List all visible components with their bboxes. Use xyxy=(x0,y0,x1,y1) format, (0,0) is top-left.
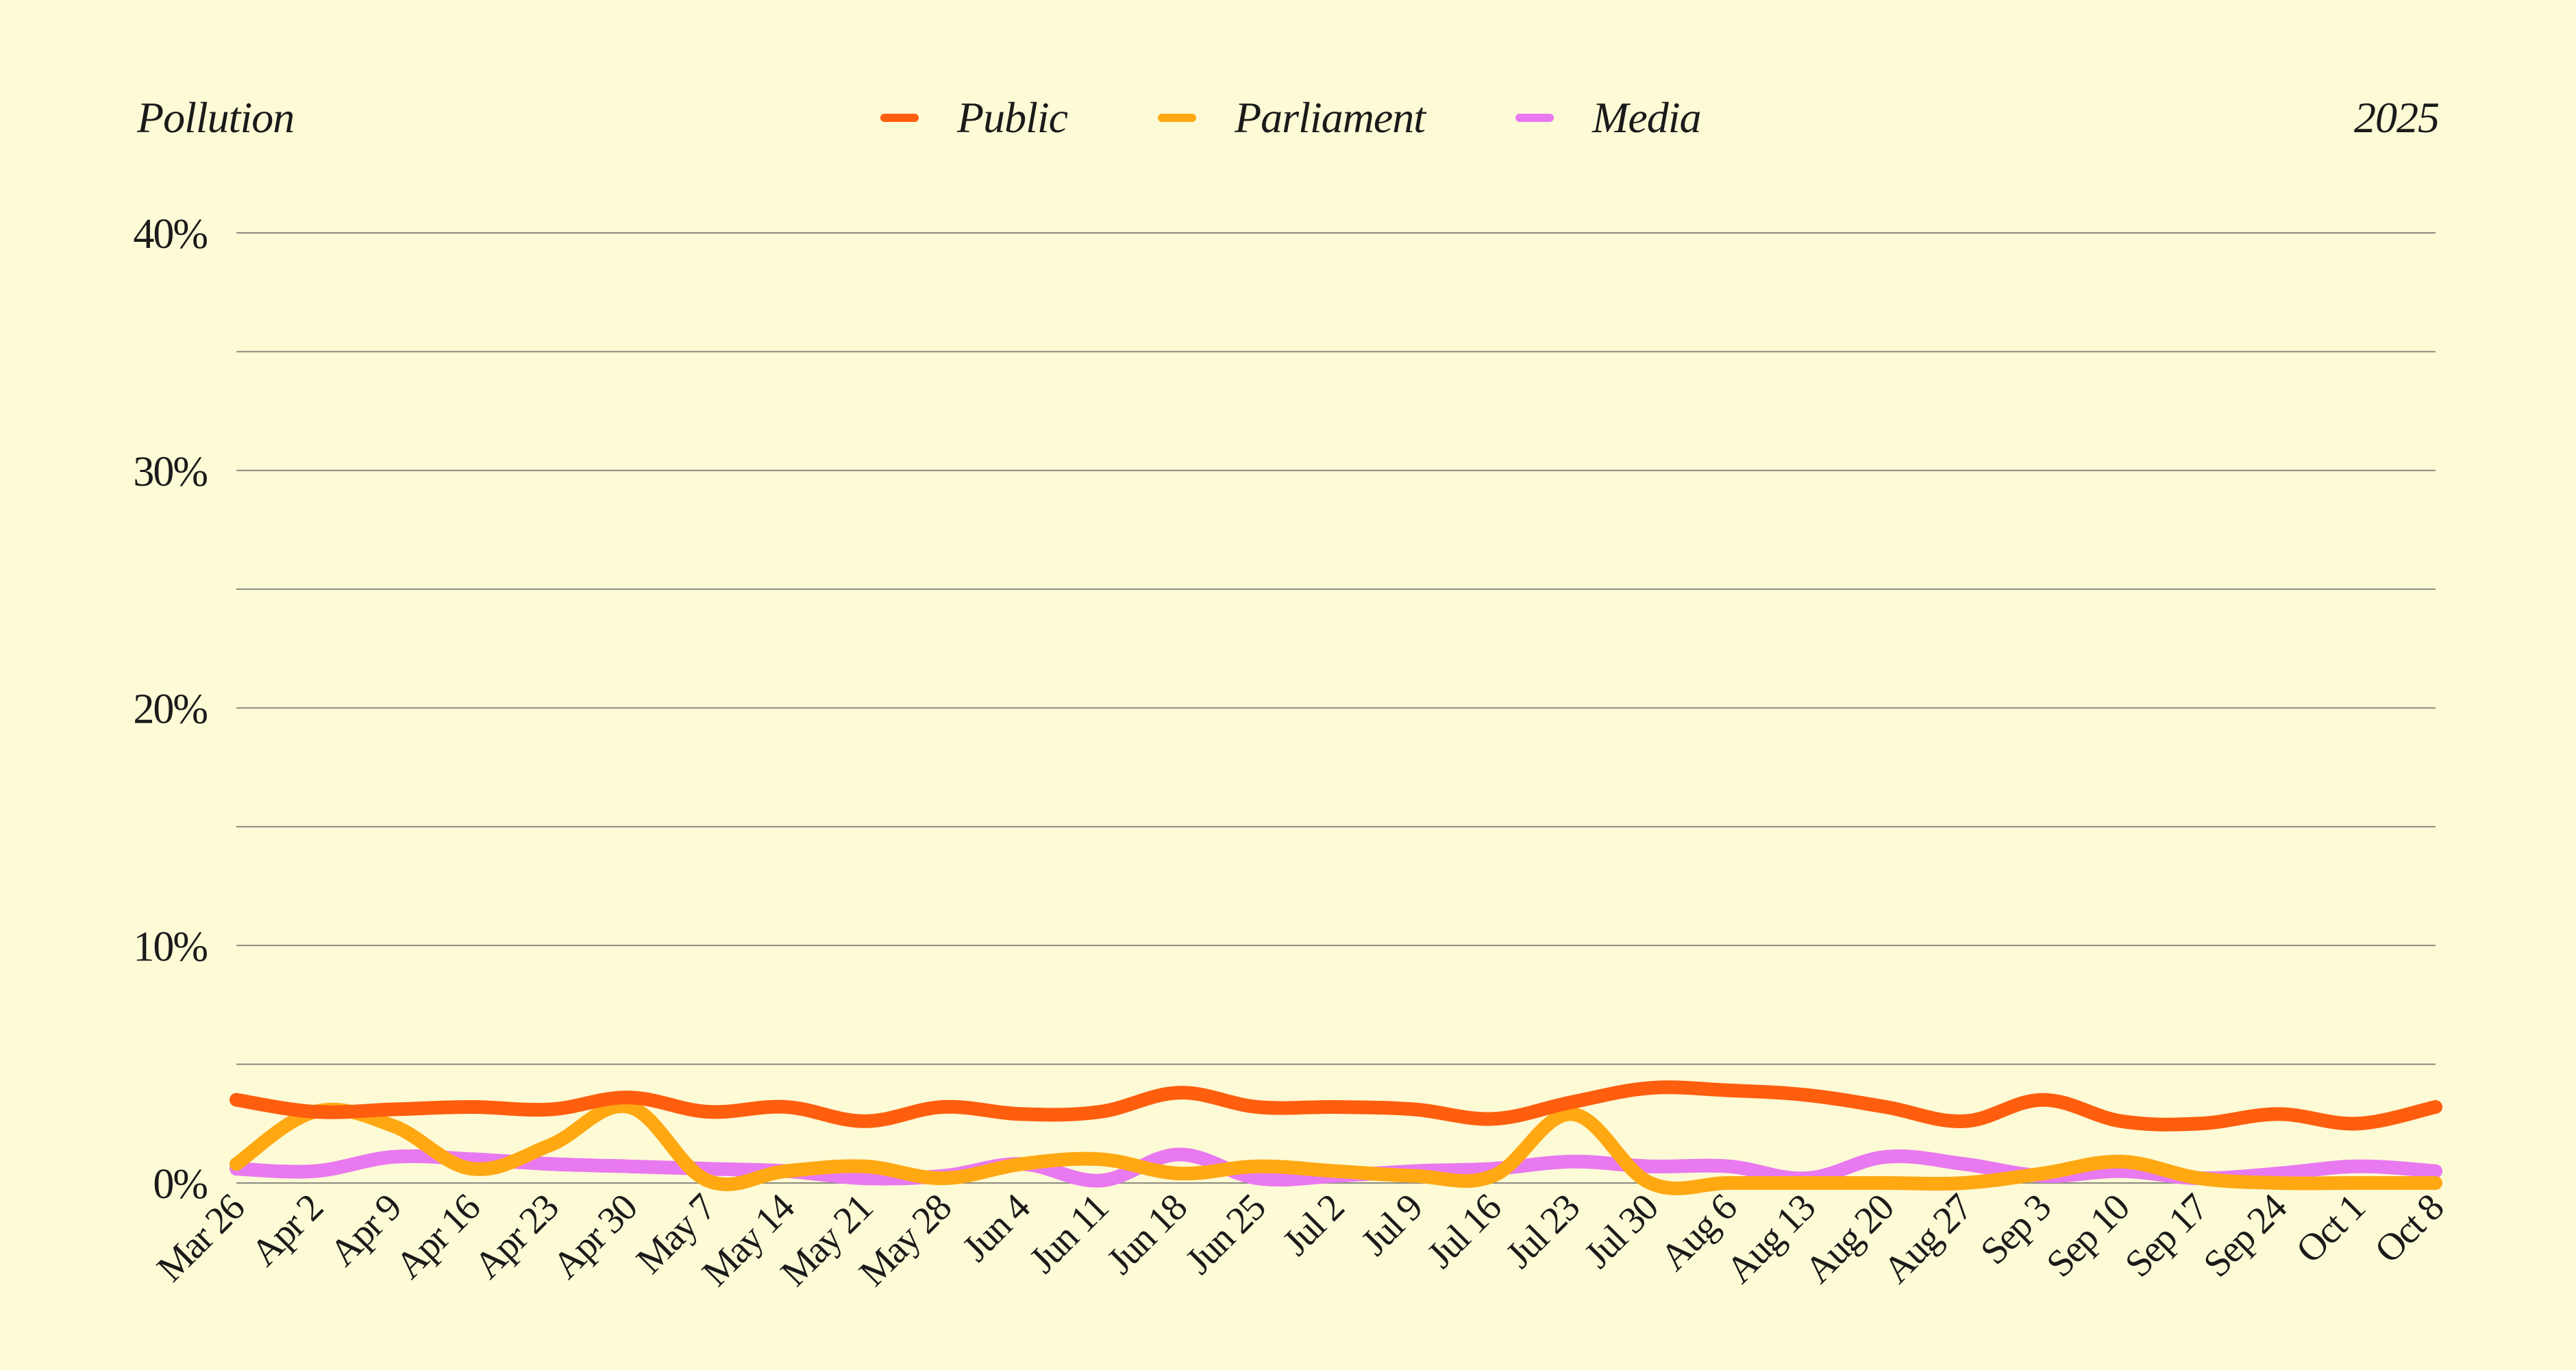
x-tick-label: Jun 25 xyxy=(1178,1186,1274,1282)
y-tick-label: 0% xyxy=(153,1161,207,1208)
x-tick-label: Jun 11 xyxy=(1021,1186,1116,1281)
series-line-public xyxy=(230,1080,2442,1132)
topic-title: Pollution xyxy=(137,93,295,142)
series-lines xyxy=(230,1080,2442,1196)
legend-swatch xyxy=(1515,114,1555,122)
legend-item-public: Public xyxy=(880,90,1068,145)
legend-item-parliament: Parliament xyxy=(1158,90,1426,145)
x-tick-label: Jul 9 xyxy=(1353,1186,1431,1264)
x-tick-label: May 28 xyxy=(852,1186,959,1294)
x-tick-label: Aug 13 xyxy=(1718,1186,1823,1291)
x-tick-label: Aug 27 xyxy=(1875,1186,1981,1292)
x-tick-label: Oct 1 xyxy=(2288,1186,2373,1271)
legend-label: Parliament xyxy=(1235,93,1426,142)
y-tick-label: 40% xyxy=(133,211,207,258)
x-tick-label: Jul 16 xyxy=(1419,1186,1509,1277)
legend-swatch xyxy=(1158,114,1197,122)
y-tick-label: 20% xyxy=(133,686,207,733)
series-line-parliament xyxy=(230,1099,2442,1196)
y-axis: 0% 10% 20% 30% 40% xyxy=(133,211,208,1208)
legend-item-media: Media xyxy=(1515,90,1702,145)
x-tick-label: Apr 16 xyxy=(388,1186,488,1287)
x-tick-label: Aug 20 xyxy=(1797,1186,1902,1291)
legend: Public Parliament Media xyxy=(880,90,1792,145)
x-tick-label: Apr 23 xyxy=(466,1186,566,1286)
y-tick-label: 10% xyxy=(133,923,207,970)
legend-label: Media xyxy=(1592,93,1701,142)
x-tick-label: Sep 24 xyxy=(2196,1186,2296,1286)
x-tick-label: Jul 23 xyxy=(1498,1186,1587,1276)
y-tick-label: 30% xyxy=(133,449,207,495)
x-tick-label: Apr 2 xyxy=(243,1186,331,1274)
year-label: 2025 xyxy=(2354,93,2440,142)
legend-label: Public xyxy=(957,93,1068,142)
x-tick-label: Jul 2 xyxy=(1275,1186,1352,1264)
x-tick-label: Jul 30 xyxy=(1576,1186,1666,1276)
x-tick-label: Oct 8 xyxy=(2367,1186,2452,1271)
x-tick-label: Sep 17 xyxy=(2117,1186,2216,1286)
x-tick-label: Jun 4 xyxy=(954,1186,1039,1270)
gridlines xyxy=(236,232,2436,1184)
chart-header: Pollution Public Parliament Media 2025 xyxy=(0,0,2576,206)
x-tick-label: Apr 30 xyxy=(545,1186,645,1286)
x-tick-label: Sep 10 xyxy=(2038,1186,2137,1285)
legend-swatch xyxy=(880,114,919,122)
x-tick-label: Jun 18 xyxy=(1099,1186,1195,1282)
